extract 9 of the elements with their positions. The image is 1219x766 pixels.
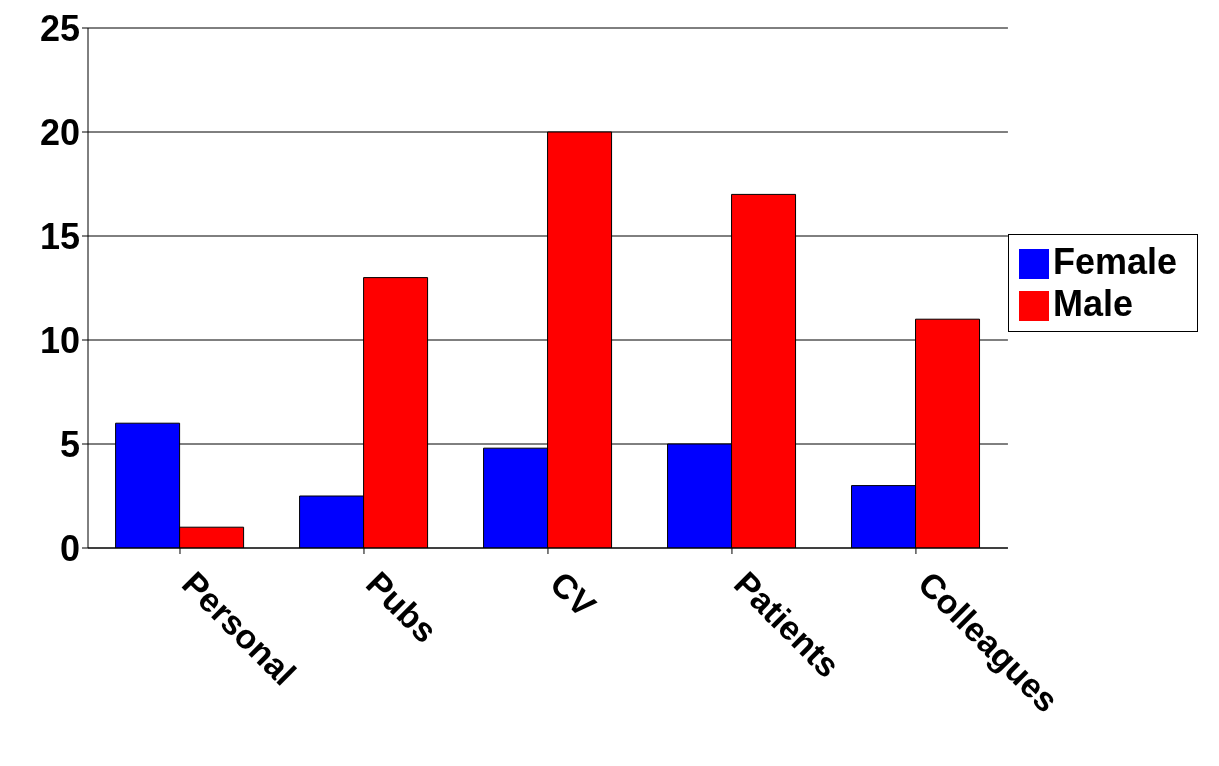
y-tick-label: 10 [39, 319, 80, 361]
y-tick-label: 5 [59, 423, 80, 465]
y-tick-label: 20 [39, 111, 80, 153]
y-tick-label: 25 [39, 7, 80, 49]
legend-label: Female [1052, 241, 1177, 282]
y-tick-label: 0 [59, 527, 80, 569]
legend-label: Male [1052, 283, 1133, 324]
y-tick-label: 15 [39, 215, 80, 257]
x-tick-label: CV [543, 564, 604, 625]
